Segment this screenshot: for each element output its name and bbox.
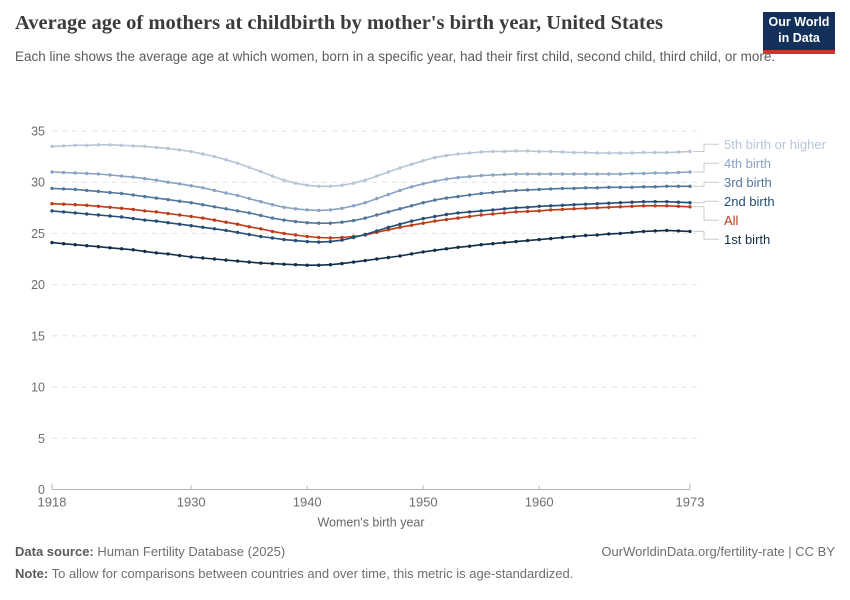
series-markers <box>50 184 692 225</box>
series-markers <box>50 170 692 213</box>
y-tick-label: 0 <box>38 483 45 497</box>
series-markers <box>50 143 692 188</box>
y-tick-label: 10 <box>31 381 45 395</box>
attribution-link[interactable]: OurWorldinData.org/fertility-rate | CC B… <box>601 544 835 559</box>
y-tick-label: 35 <box>31 125 45 139</box>
x-tick-label: 1960 <box>525 495 554 510</box>
y-tick-label: 15 <box>31 329 45 343</box>
series-line <box>51 200 691 243</box>
page-title: Average age of mothers at childbirth by … <box>15 12 663 34</box>
y-tick-label: 25 <box>31 227 45 241</box>
x-tick-label: 1918 <box>38 495 67 510</box>
owid-logo[interactable]: Our World in Data <box>763 12 835 54</box>
chart-subtitle: Each line shows the average age at which… <box>15 48 776 64</box>
legend-label[interactable]: 3rd birth <box>724 175 772 190</box>
data-source: Data source: Human Fertility Database (2… <box>15 541 285 563</box>
series-line <box>51 229 691 266</box>
owid-logo-line2: in Data <box>778 31 820 45</box>
y-tick-label: 5 <box>38 432 45 446</box>
note: Note: To allow for comparisons between c… <box>15 566 573 581</box>
legend-label[interactable]: All <box>724 213 739 228</box>
series-line <box>51 202 691 239</box>
line-chart: 0 5 10 15 20 25 30 35 1918 1930 1940 1950 1960 1973 Wo… <box>31 125 827 530</box>
owid-logo-line1: Our World <box>768 15 830 30</box>
series-line <box>51 185 691 224</box>
y-tick-label: 20 <box>31 278 45 292</box>
x-tick-label: 1973 <box>676 495 705 510</box>
legend-connector <box>693 143 719 152</box>
x-tick-label: 1930 <box>177 495 206 510</box>
x-tick-label: 1950 <box>409 495 438 510</box>
legend-connector <box>693 206 719 221</box>
x-tick-label: 1940 <box>293 495 322 510</box>
chart-area: 0 5 10 15 20 25 30 35 1918 1930 1940 1950 1960 1973 Wo… <box>15 120 835 540</box>
legend-label[interactable]: 4th birth <box>724 156 771 171</box>
legend-label[interactable]: 2nd birth <box>724 194 775 209</box>
chart-footer: Data source: Human Fertility Database (2… <box>15 541 835 585</box>
legend-label[interactable]: 1st birth <box>724 232 770 247</box>
legend-connector <box>693 181 719 187</box>
legend-connector <box>693 230 719 240</box>
series-markers <box>50 200 692 244</box>
y-tick-label: 30 <box>31 176 45 190</box>
note-label: Note: <box>15 566 49 581</box>
data-source-label: Data source: <box>15 544 94 559</box>
legend-connector <box>693 162 719 173</box>
legend-connector <box>693 200 719 204</box>
note-text: To allow for comparisons between countri… <box>48 566 574 581</box>
chart-header: Average age of mothers at childbirth by … <box>15 10 835 66</box>
series-line <box>51 171 691 212</box>
series-line <box>51 144 691 188</box>
series-markers <box>50 228 692 267</box>
legend-label[interactable]: 5th birth or higher <box>724 137 827 152</box>
x-axis-title: Women's birth year <box>317 516 424 530</box>
data-source-text: Human Fertility Database (2025) <box>93 544 286 559</box>
